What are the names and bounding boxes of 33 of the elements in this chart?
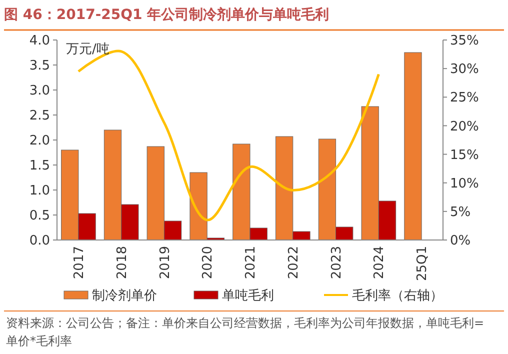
y-tick-label: 0.0 (29, 234, 50, 249)
y-tick-label: 1.0 (29, 184, 50, 199)
y2-tick-label: 0% (450, 234, 471, 249)
y-tick-label: 4.0 (29, 34, 50, 49)
bar (404, 52, 422, 240)
legend-label: 毛利率（右轴） (352, 288, 443, 304)
y-tick-label: 1.5 (29, 158, 50, 174)
y-axis-title: 万元/吨 (66, 42, 110, 57)
x-tick-label: 2018 (114, 246, 130, 280)
y-tick-label: 3.0 (29, 84, 50, 99)
text: 资料来源：公司公告；备注：单价来自公司经营数据，毛利率为公司年报数据，单吨毛利=单价*毛利率 (6, 316, 484, 348)
y-tick-label: 2.5 (29, 108, 50, 124)
y2-tick-label: 30% (450, 62, 479, 78)
y-tick-label: 0.5 (29, 208, 50, 224)
x-tick-label: 2019 (158, 246, 173, 280)
y2-tick-label: 25% (450, 90, 479, 106)
x-tick-label: 2022 (286, 246, 302, 280)
y2-tick-label: 5% (450, 204, 471, 220)
y2-tick-label: 35% (450, 34, 479, 49)
x-tick-label: 25Q1 (415, 246, 430, 282)
x-tick-label: 2021 (244, 246, 259, 280)
y2-tick-label: 20% (450, 119, 479, 134)
legend-label: 制冷剂单价 (92, 288, 157, 304)
x-tick-label: 2023 (329, 246, 344, 280)
y2-tick-label: 15% (450, 148, 479, 163)
x-tick-label: 2017 (72, 246, 87, 280)
x-tick-label: 2024 (372, 246, 388, 280)
y-tick-label: 2.0 (29, 134, 50, 149)
chart-title: 图 46：2017-25Q1 年公司制冷剂单价与单吨毛利 (4, 6, 330, 23)
legend-label: 单吨毛利 (222, 288, 274, 304)
x-tick-label: 2020 (200, 246, 216, 280)
y2-tick-label: 10% (450, 176, 479, 192)
y-tick-label: 3.5 (29, 58, 50, 74)
